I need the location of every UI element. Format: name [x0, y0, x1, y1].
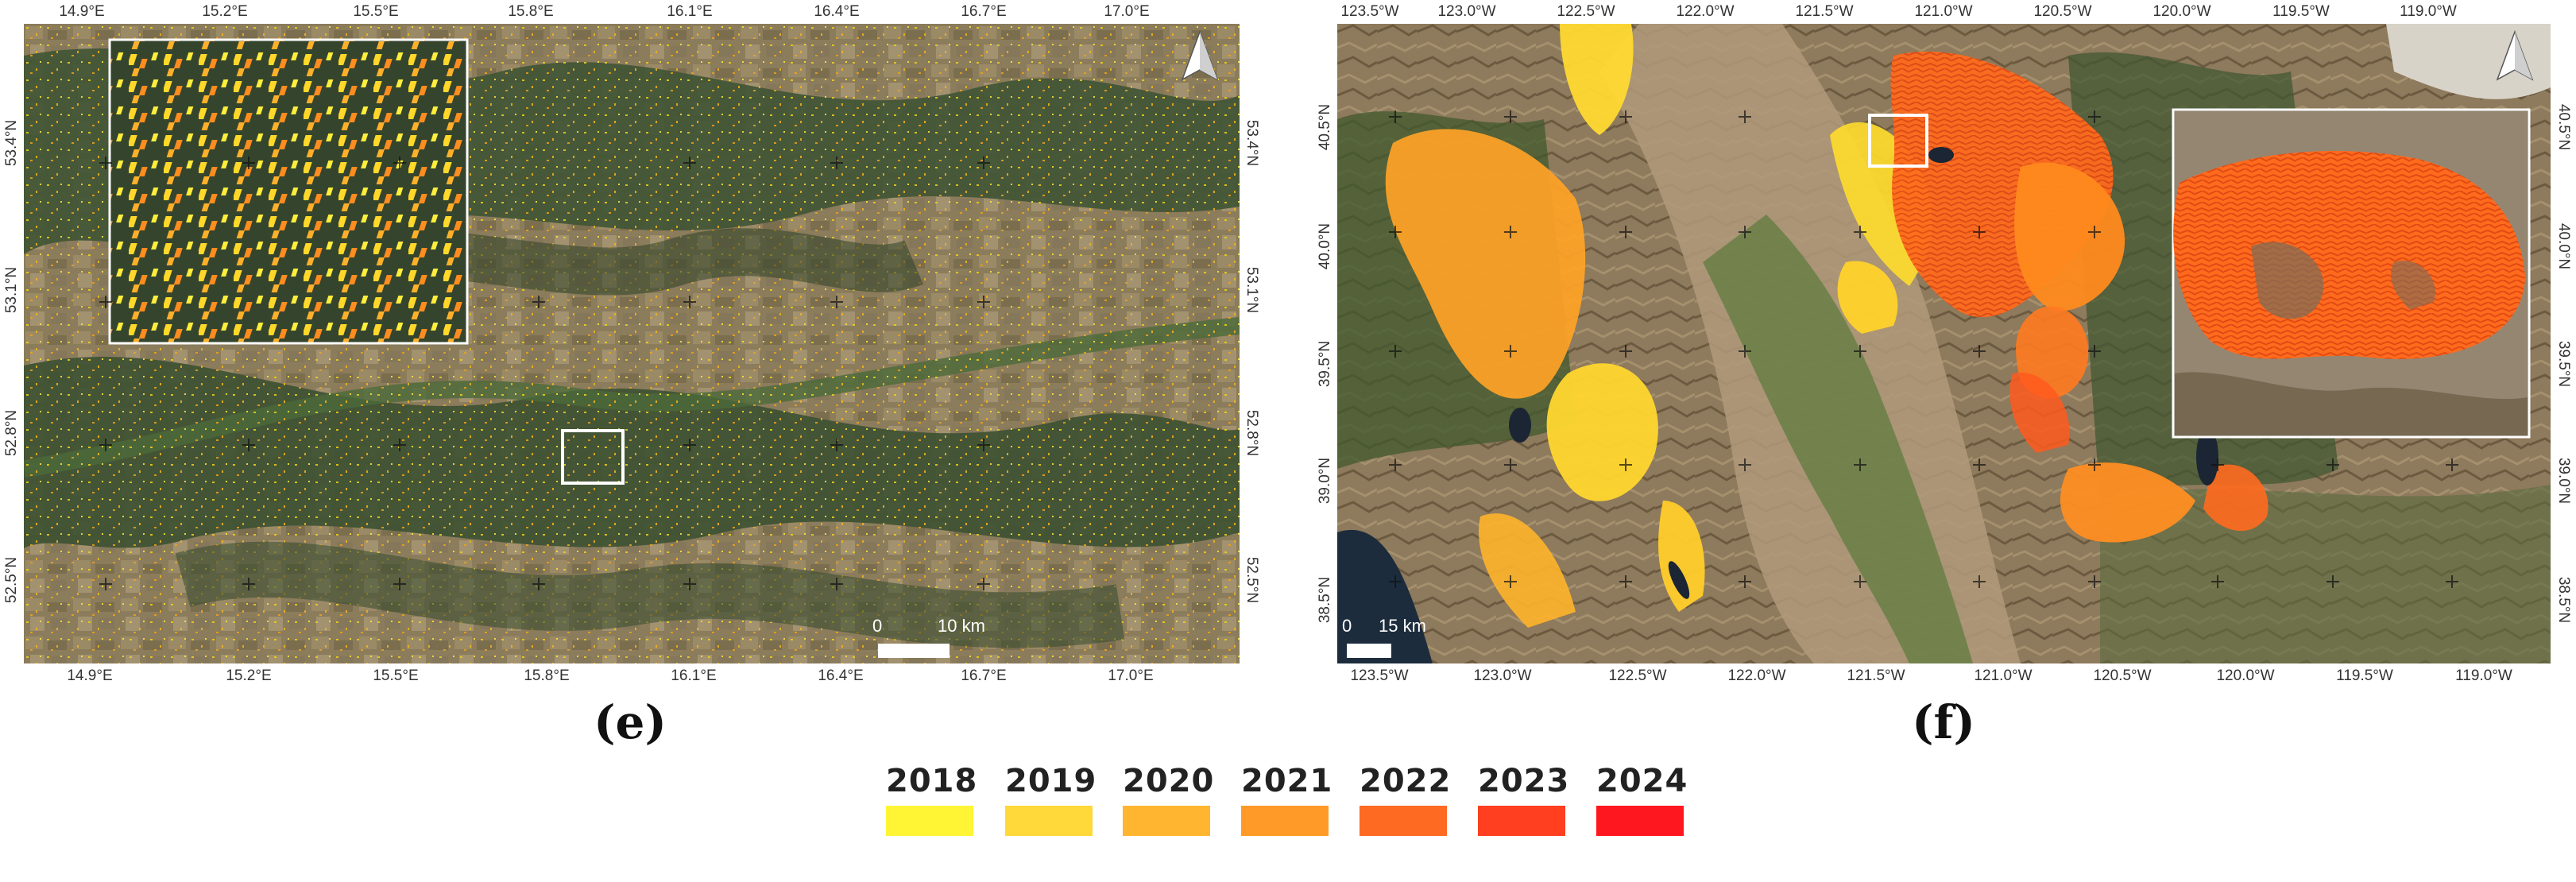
- legend-swatch: [1360, 806, 1447, 836]
- tick-right-f-1: 40.0°N: [2555, 222, 2572, 270]
- tick-bottom-f-9: 119.0°W: [2455, 667, 2512, 684]
- tick-left-e-2: 52.8°N: [3, 409, 20, 457]
- legend-label: 2024: [1596, 763, 1688, 799]
- map-e[interactable]: 0 10 km: [24, 24, 1240, 663]
- scale-zero-f: 0: [1342, 616, 1352, 636]
- legend-label: 2023: [1478, 763, 1570, 799]
- caption-f: (f): [1912, 695, 1975, 749]
- tick-top-e-6: 16.7°E: [961, 3, 1007, 20]
- tick-top-f-8: 119.5°W: [2272, 3, 2330, 20]
- tick-bottom-f-2: 122.5°W: [1608, 667, 1667, 684]
- legend-item-2024: 2024: [1596, 763, 1688, 836]
- legend-label: 2020: [1123, 763, 1215, 799]
- north-arrow-icon: [2496, 29, 2534, 81]
- tick-top-f-2: 122.5°W: [1557, 3, 1615, 20]
- map-e-imagery: [24, 24, 1240, 663]
- tick-bottom-e-6: 16.7°E: [961, 667, 1007, 684]
- tick-top-e-1: 15.2°E: [202, 3, 248, 20]
- tick-right-e-3: 52.5°N: [1244, 556, 1260, 604]
- legend-item-2022: 2022: [1360, 763, 1452, 836]
- tick-right-e-2: 52.8°N: [1244, 409, 1260, 457]
- tick-top-e-0: 14.9°E: [59, 3, 105, 20]
- north-arrow-icon: [1181, 29, 1219, 81]
- tick-top-f-9: 119.0°W: [2400, 3, 2457, 20]
- tick-top-e-4: 16.1°E: [667, 3, 713, 20]
- map-f[interactable]: 0 15 km: [1337, 24, 2551, 663]
- tick-top-f-4: 121.5°W: [1795, 3, 1854, 20]
- tick-top-e-5: 16.4°E: [814, 3, 860, 20]
- legend-item-2018: 2018: [886, 763, 978, 836]
- tick-bottom-e-7: 17.0°E: [1108, 667, 1154, 684]
- tick-right-f-4: 38.5°N: [2555, 576, 2572, 624]
- legend-item-2020: 2020: [1123, 763, 1215, 836]
- tick-left-f-4: 38.5°N: [1317, 576, 1333, 624]
- legend-item-2021: 2021: [1241, 763, 1333, 836]
- tick-bottom-f-8: 119.5°W: [2336, 667, 2393, 684]
- legend-swatch: [1478, 806, 1565, 836]
- legend-item-2023: 2023: [1478, 763, 1570, 836]
- tick-top-f-3: 122.0°W: [1676, 3, 1735, 20]
- year-legend: 2018 2019 2020 2021 2022 2023 2024: [886, 763, 1696, 874]
- tick-bottom-e-3: 15.8°E: [524, 667, 570, 684]
- tick-left-e-1: 53.1°N: [3, 266, 20, 314]
- tick-left-f-1: 40.0°N: [1317, 222, 1333, 270]
- tick-bottom-e-1: 15.2°E: [226, 667, 272, 684]
- tick-top-e-7: 17.0°E: [1104, 3, 1150, 20]
- tick-bottom-f-7: 120.0°W: [2216, 667, 2275, 684]
- legend-label: 2019: [1005, 763, 1097, 799]
- scale-label-f: 15 km: [1379, 616, 1426, 636]
- tick-bottom-f-3: 122.0°W: [1727, 667, 1786, 684]
- tick-right-f-2: 39.5°N: [2555, 340, 2572, 388]
- tick-left-f-0: 40.5°N: [1317, 103, 1333, 151]
- tick-bottom-e-2: 15.5°E: [373, 667, 419, 684]
- legend-swatch: [1005, 806, 1093, 836]
- tick-left-f-3: 39.0°N: [1317, 457, 1333, 505]
- legend-swatch: [1123, 806, 1210, 836]
- tick-left-e-0: 53.4°N: [3, 119, 20, 167]
- tick-bottom-f-1: 123.0°W: [1473, 667, 1532, 684]
- scale-bar-f: [1347, 644, 1391, 658]
- tick-bottom-e-5: 16.4°E: [818, 667, 864, 684]
- tick-left-e-3: 52.5°N: [3, 556, 20, 604]
- legend-swatch: [1241, 806, 1329, 836]
- legend-label: 2021: [1241, 763, 1333, 799]
- tick-bottom-e-0: 14.9°E: [67, 667, 113, 684]
- tick-right-f-0: 40.5°N: [2555, 103, 2572, 151]
- tick-left-f-2: 39.5°N: [1317, 340, 1333, 388]
- tick-right-f-3: 39.0°N: [2555, 457, 2572, 505]
- tick-top-f-5: 121.0°W: [1914, 3, 1973, 20]
- scale-label-e: 10 km: [938, 616, 985, 636]
- map-f-imagery: [1337, 24, 2551, 663]
- tick-bottom-f-6: 120.5°W: [2093, 667, 2152, 684]
- scale-zero-e: 0: [872, 616, 883, 636]
- legend-item-2019: 2019: [1005, 763, 1097, 836]
- tick-bottom-f-5: 121.0°W: [1974, 667, 2033, 684]
- legend-swatch: [886, 806, 973, 836]
- legend-swatch: [1596, 806, 1684, 836]
- tick-bottom-f-0: 123.5°W: [1350, 667, 1409, 684]
- legend-label: 2022: [1360, 763, 1452, 799]
- tick-top-e-3: 15.8°E: [508, 3, 554, 20]
- legend-label: 2018: [886, 763, 978, 799]
- tick-bottom-f-4: 121.5°W: [1847, 667, 1905, 684]
- tick-top-f-1: 123.0°W: [1437, 3, 1496, 20]
- tick-bottom-e-4: 16.1°E: [671, 667, 717, 684]
- tick-top-f-6: 120.5°W: [2033, 3, 2092, 20]
- tick-top-f-0: 123.5°W: [1340, 3, 1399, 20]
- tick-right-e-1: 53.1°N: [1244, 266, 1260, 314]
- tick-top-f-7: 120.0°W: [2152, 3, 2211, 20]
- tick-top-e-2: 15.5°E: [353, 3, 399, 20]
- scale-bar-e: [878, 644, 950, 658]
- caption-e: (e): [594, 695, 667, 749]
- tick-right-e-0: 53.4°N: [1244, 119, 1260, 167]
